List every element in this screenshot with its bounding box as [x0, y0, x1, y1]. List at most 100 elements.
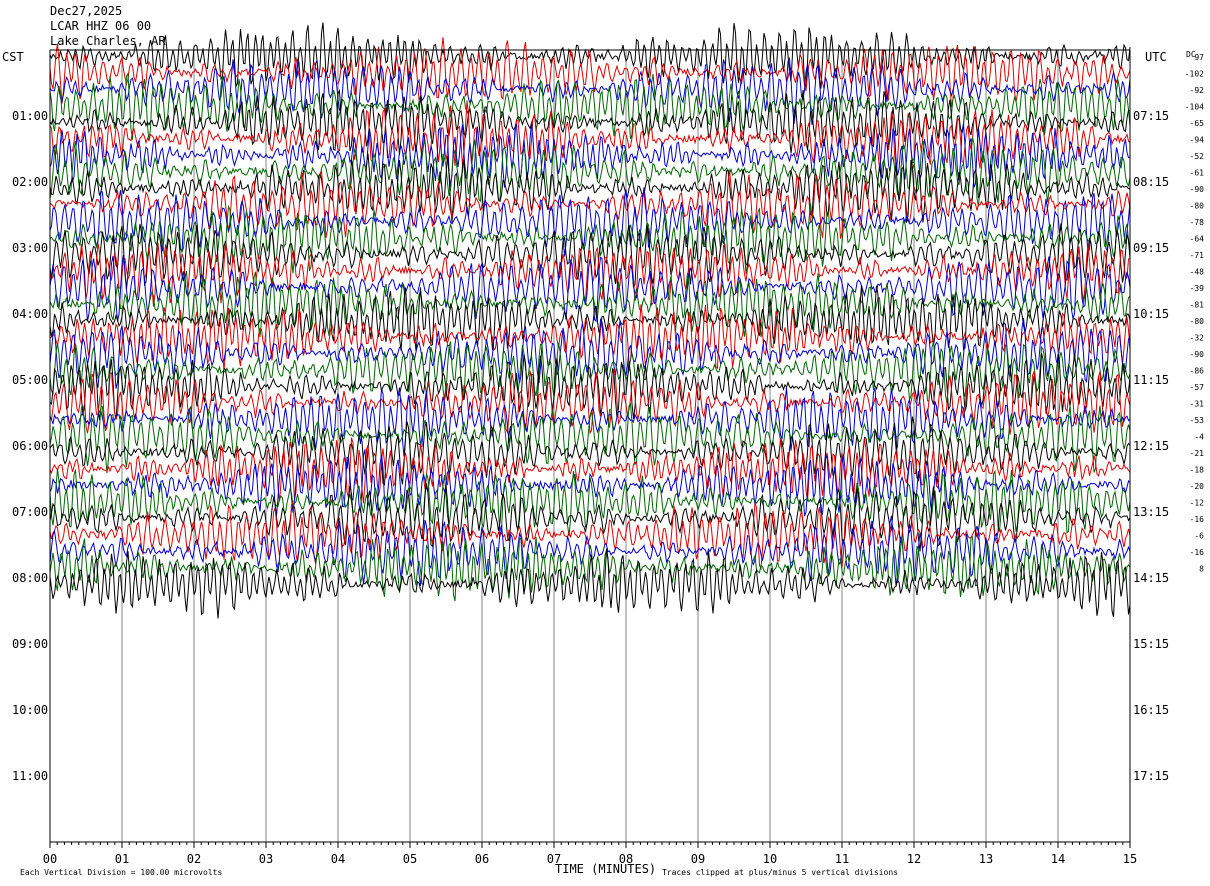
dc-offset-label: -18 [1190, 466, 1205, 475]
vertical-gridlines [121, 50, 1059, 842]
x-axis-ticks: 00 01 02 03 04 05 06 07 08 09 10 11 12 13 14 15 [43, 842, 1137, 866]
trace-row [49, 437, 1131, 504]
trace-row [49, 169, 1131, 239]
clip-note: Traces clipped at plus/minus 5 vertical … [662, 868, 898, 877]
trace-row [49, 341, 1131, 404]
trace-row [49, 500, 1131, 571]
utc-hour-label: 08:15 [1133, 175, 1169, 189]
dc-offset-label: -6 [1194, 532, 1204, 541]
dc-offset-label: 8 [1199, 565, 1204, 574]
utc-hour-label: 16:15 [1133, 703, 1169, 717]
dc-offset-label: -16 [1190, 548, 1205, 557]
x-tick-label: 06 [475, 852, 489, 866]
dc-offset-label: -53 [1190, 416, 1205, 425]
x-tick-label: 15 [1123, 852, 1137, 866]
dc-offset-label: -90 [1190, 350, 1205, 359]
trace-row [49, 203, 1131, 274]
x-tick-label: 00 [43, 852, 57, 866]
x-tick-label: 01 [115, 852, 129, 866]
utc-hour-label: 09:15 [1133, 241, 1169, 255]
trace-row [49, 153, 1131, 223]
utc-hour-label: 07:15 [1133, 109, 1169, 123]
cst-hour-label: 03:00 [12, 241, 48, 255]
header-channel: LCAR HHZ 06 00 [50, 19, 151, 33]
dc-offset-label: -32 [1190, 334, 1205, 343]
cst-hour-label: 09:00 [12, 637, 48, 651]
dc-offset-label: -80 [1190, 317, 1205, 326]
cst-hour-labels: 01:00 02:00 03:00 04:00 05:00 06:00 07:00 08:00… [12, 109, 48, 783]
dc-offset-label: -20 [1190, 482, 1205, 491]
dc-offset-label: -39 [1190, 284, 1205, 293]
plot-frame [49, 49, 1131, 843]
x-tick-label: 11 [835, 852, 849, 866]
cst-axis-label: CST [2, 50, 24, 64]
dc-offset-label: -71 [1190, 251, 1205, 260]
dc-offset-label: -21 [1190, 449, 1205, 458]
x-tick-label: 10 [763, 852, 777, 866]
trace-row [49, 37, 1131, 108]
dc-offset-label: -78 [1190, 218, 1205, 227]
dc-label: DC [1186, 50, 1196, 59]
trace-row [49, 100, 1131, 172]
trace-row [49, 223, 1131, 290]
x-tick-label: 03 [259, 852, 273, 866]
cst-hour-label: 07:00 [12, 505, 48, 519]
cst-hour-label: 02:00 [12, 175, 48, 189]
cst-hour-label: 04:00 [12, 307, 48, 321]
dc-offset-label: -64 [1190, 235, 1205, 244]
trace-row [49, 72, 1131, 142]
utc-hour-label: 11:15 [1133, 373, 1169, 387]
utc-hour-label: 14:15 [1133, 571, 1169, 585]
dc-offset-label: -61 [1190, 169, 1205, 178]
trace-row [49, 137, 1131, 207]
x-tick-label: 07 [547, 852, 561, 866]
dc-offset-label: -92 [1190, 86, 1205, 95]
utc-hour-label: 17:15 [1133, 769, 1169, 783]
x-tick-label: 08 [619, 852, 633, 866]
x-tick-label: 02 [187, 852, 201, 866]
utc-axis-label: UTC [1145, 50, 1167, 64]
cst-hour-label: 11:00 [12, 769, 48, 783]
utc-hour-label: 15:15 [1133, 637, 1169, 651]
cst-hour-label: 01:00 [12, 109, 48, 123]
trace-row [49, 416, 1131, 486]
trace-row [49, 88, 1131, 156]
trace-row [49, 449, 1131, 517]
cst-hour-label: 08:00 [12, 571, 48, 585]
x-tick-label: 05 [403, 852, 417, 866]
trace-row [49, 468, 1131, 536]
dc-offset-label: -104 [1185, 103, 1204, 112]
trace-row [49, 187, 1131, 257]
dc-offset-label: -94 [1190, 136, 1205, 145]
dc-offset-label: 97 [1194, 53, 1204, 62]
utc-hour-label: 13:15 [1133, 505, 1169, 519]
dc-offset-labels: 97 -102 -92 -104 -65 -94 -52 -61 -90 -80 -78 -64 -71… [1185, 53, 1204, 574]
dc-offset-label: -48 [1190, 268, 1205, 277]
cst-hour-label: 10:00 [12, 703, 48, 717]
trace-row [49, 548, 1131, 619]
x-tick-label: 04 [331, 852, 345, 866]
header-station: Lake Charles, AR [50, 34, 166, 48]
trace-row [49, 270, 1131, 338]
dc-offset-label: -90 [1190, 185, 1205, 194]
scale-note: Each Vertical Division = 100.00 microvol… [20, 868, 222, 877]
dc-offset-label: -12 [1190, 499, 1205, 508]
dc-offset-label: -31 [1190, 400, 1205, 409]
trace-row [49, 255, 1131, 323]
cst-hour-label: 05:00 [12, 373, 48, 387]
trace-row [49, 402, 1131, 474]
x-tick-label: 13 [979, 852, 993, 866]
x-tick-label: 14 [1051, 852, 1065, 866]
trace-row [49, 122, 1131, 188]
dc-offset-label: -16 [1190, 515, 1205, 524]
dc-offset-label: -65 [1190, 119, 1205, 128]
trace-row [49, 368, 1131, 435]
trace-row [49, 304, 1131, 371]
x-tick-label: 12 [907, 852, 921, 866]
trace-row [49, 352, 1131, 421]
dc-offset-label: -57 [1190, 383, 1205, 392]
trace-row [49, 515, 1131, 587]
dc-offset-label: -4 [1194, 433, 1204, 442]
trace-row [49, 483, 1131, 552]
